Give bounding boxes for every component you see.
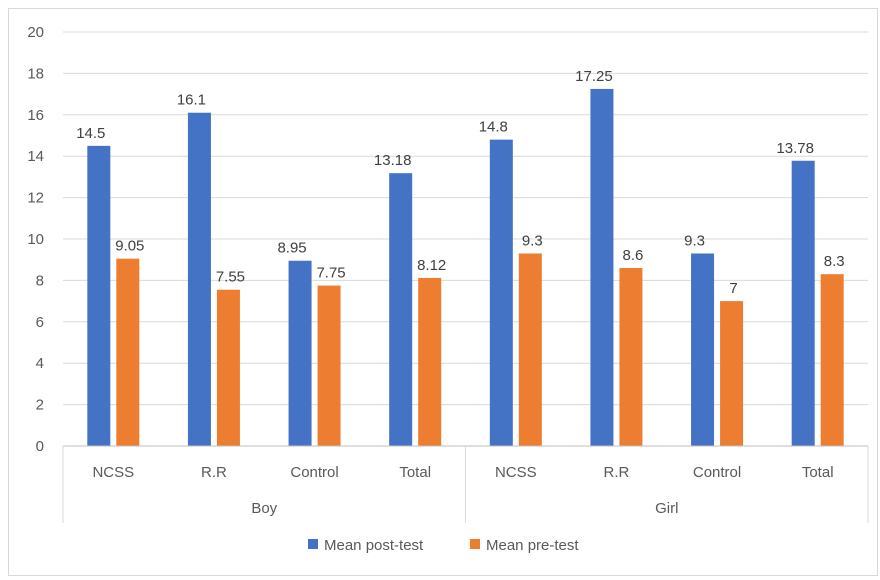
category-label: NCSS <box>92 464 134 481</box>
y-tick-label: 6 <box>36 314 44 331</box>
data-label: 7.75 <box>316 265 345 282</box>
data-label: 14.8 <box>479 119 508 136</box>
data-label: 9.3 <box>684 232 705 249</box>
bar <box>418 277 442 446</box>
y-tick-label: 18 <box>27 65 44 82</box>
y-tick-label: 20 <box>27 24 44 41</box>
data-label: 8.95 <box>277 240 306 257</box>
bar <box>216 289 240 446</box>
data-label: 17.25 <box>575 68 613 85</box>
data-label: 7.55 <box>216 269 245 286</box>
legend-label: Mean pre-test <box>486 537 579 554</box>
legend-swatch <box>470 539 480 549</box>
y-tick-label: 14 <box>27 148 44 165</box>
data-label: 9.05 <box>115 238 144 255</box>
bar <box>720 301 744 446</box>
category-label: Total <box>802 464 834 481</box>
category-label: R.R <box>201 464 227 481</box>
data-label: 8.6 <box>623 247 644 264</box>
data-label: 8.12 <box>417 257 446 274</box>
chart-frame <box>8 8 878 576</box>
legend-swatch <box>308 539 318 549</box>
bar <box>317 285 341 446</box>
bar <box>791 160 815 446</box>
data-label: 9.3 <box>522 232 543 249</box>
y-tick-label: 8 <box>36 272 44 289</box>
category-label: Total <box>399 464 431 481</box>
bar <box>116 258 140 446</box>
data-label: 14.5 <box>76 125 105 142</box>
bar <box>518 253 542 446</box>
y-tick-label: 0 <box>36 438 44 455</box>
bar <box>288 260 312 446</box>
y-tick-label: 2 <box>36 397 44 414</box>
data-label: 7 <box>729 280 737 297</box>
category-label: Control <box>693 464 741 481</box>
group-label: Boy <box>251 500 277 517</box>
category-label: R.R <box>604 464 630 481</box>
bar <box>87 145 111 446</box>
y-tick-label: 4 <box>36 355 44 372</box>
bar <box>187 112 211 446</box>
category-label: NCSS <box>495 464 537 481</box>
bar <box>389 173 413 446</box>
y-tick-label: 16 <box>27 107 44 124</box>
data-label: 13.78 <box>776 140 814 157</box>
bar <box>820 274 844 446</box>
data-label: 8.3 <box>824 253 845 270</box>
data-label: 13.18 <box>374 152 412 169</box>
data-label: 16.1 <box>177 92 206 109</box>
bar <box>691 253 715 446</box>
bar <box>489 139 513 446</box>
y-tick-label: 12 <box>27 190 44 207</box>
bar <box>619 267 643 446</box>
y-tick-label: 10 <box>27 231 44 248</box>
group-label: Girl <box>655 500 678 517</box>
legend-label: Mean post-test <box>324 537 424 554</box>
bar <box>590 88 614 447</box>
category-label: Control <box>290 464 338 481</box>
